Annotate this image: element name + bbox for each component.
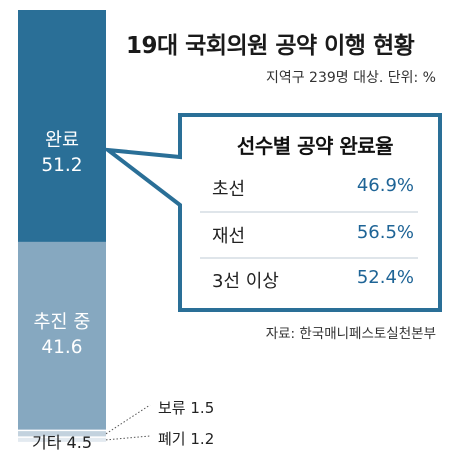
callout-row-label: 3선 이상: [212, 271, 279, 292]
source-note: 자료: 한국매니페스토실천본부: [265, 326, 436, 342]
callout-title: 선수별 공약 완료율: [236, 134, 394, 158]
callout-box: [101, 113, 442, 312]
segment-name: 기타: [32, 433, 62, 452]
segment-value: 4.5: [66, 433, 92, 452]
bar-segment-discarded: [18, 437, 106, 443]
segment-name: 추진 중: [33, 312, 91, 333]
callout-row-value: 52.4%: [356, 267, 414, 288]
callout-row-label: 초선: [212, 179, 246, 200]
segment-label-complete: 완료 51.2: [18, 128, 106, 178]
leader-line-discarded: [105, 435, 151, 441]
bar-segment-complete: [18, 10, 106, 242]
bar-segment-other: [18, 442, 106, 463]
leader-line-on-hold: [105, 404, 151, 435]
segment-value: 1.2: [190, 430, 215, 448]
callout-row-value: 56.5%: [356, 222, 414, 243]
segment-value: 1.5: [190, 399, 215, 417]
segment-value: 51.2: [41, 155, 83, 176]
callout-row-value: 46.9%: [356, 175, 414, 196]
segment-label-on-hold: 보류 1.5: [158, 397, 214, 418]
segment-name: 완료: [44, 130, 80, 151]
chart-title: 19대 국회의원 공약 이행 현황: [126, 33, 415, 59]
segment-label-in-progress: 추진 중 41.6: [18, 310, 106, 360]
segment-label-discarded: 폐기 1.2: [158, 428, 214, 449]
segment-label-other: 기타 4.5: [18, 430, 106, 455]
leader-lines: [105, 404, 151, 441]
callout-row-label: 재선: [212, 226, 246, 247]
bar-segment-in-progress: [18, 241, 106, 431]
segment-value: 41.6: [41, 337, 83, 358]
segment-name: 보류: [158, 399, 186, 417]
bar-segments: [18, 10, 106, 463]
bar-segment-on-hold: [18, 430, 106, 438]
segment-name: 폐기: [158, 430, 186, 448]
chart-subtitle: 지역구 239명 대상. 단위: %: [265, 70, 436, 86]
